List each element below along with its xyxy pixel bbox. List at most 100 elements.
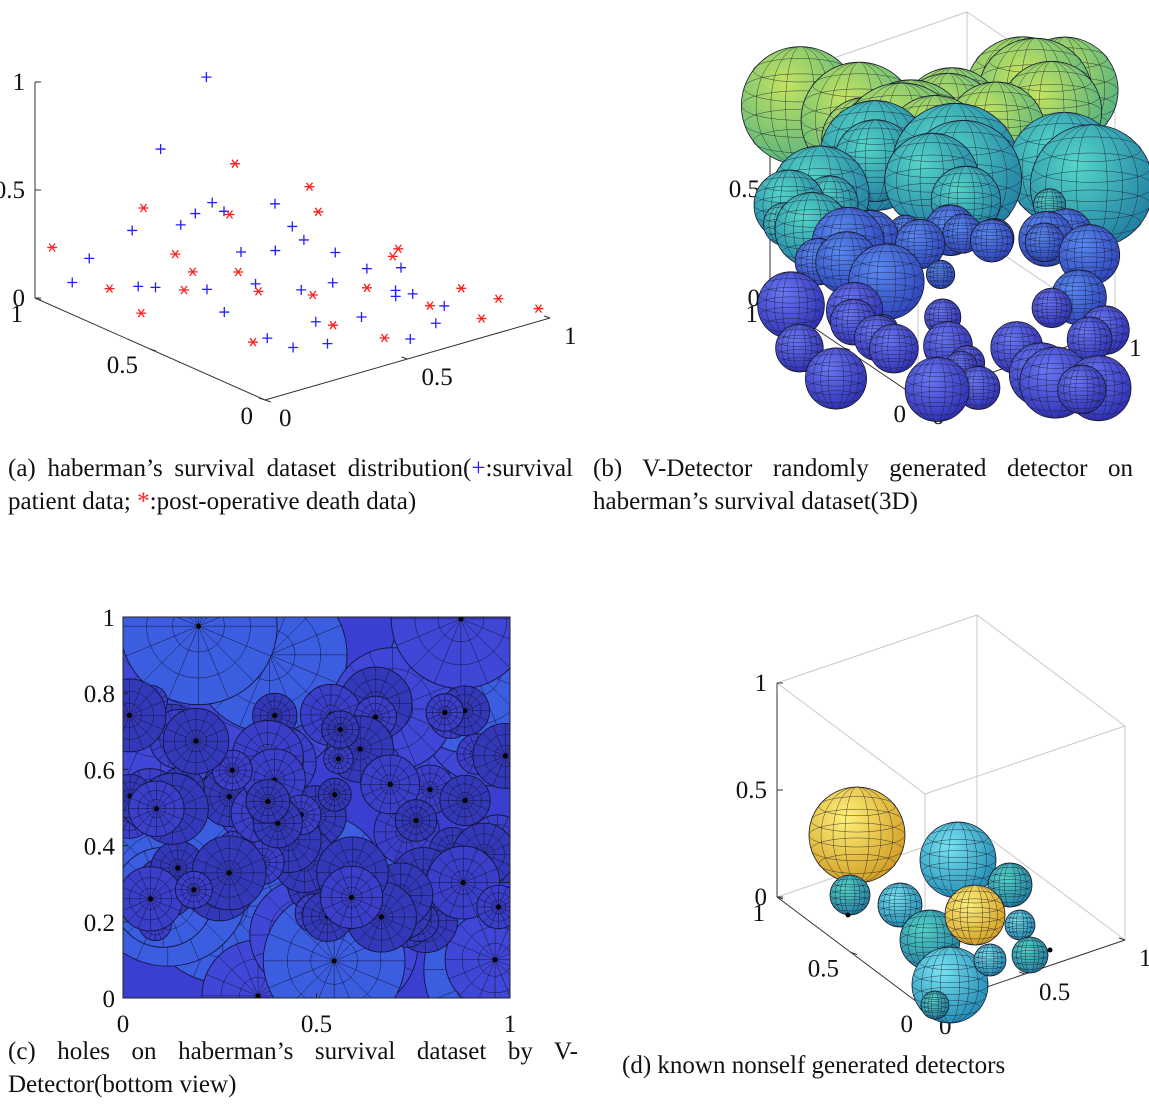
data-point bbox=[310, 316, 321, 327]
disc-spoke bbox=[478, 959, 496, 998]
disc-spoke bbox=[252, 801, 269, 817]
disc-spoke bbox=[130, 808, 157, 820]
disc-spoke bbox=[195, 741, 209, 772]
sphere-mesh bbox=[1062, 398, 1102, 410]
disc-spoke bbox=[183, 741, 197, 772]
disc-spoke bbox=[252, 757, 275, 781]
disc-spoke bbox=[309, 916, 328, 935]
disc-spoke bbox=[355, 708, 376, 718]
x-tick-label: 0 bbox=[117, 1011, 130, 1038]
disc-spoke bbox=[369, 763, 391, 785]
data-point bbox=[138, 203, 149, 213]
sphere-mesh bbox=[971, 241, 1013, 253]
disc-spoke bbox=[415, 801, 425, 821]
caption-a: (a) haberman’s survival dataset distribu… bbox=[8, 452, 573, 518]
sphere-mesh bbox=[874, 358, 914, 369]
disc-spoke bbox=[340, 716, 354, 730]
y-tick-label: 0 bbox=[103, 986, 116, 1013]
disc-spoke bbox=[330, 686, 343, 715]
disc-spoke bbox=[471, 825, 485, 855]
detector-sphere bbox=[944, 884, 1006, 946]
y-tick bbox=[850, 952, 858, 955]
disc-spoke bbox=[195, 710, 209, 742]
data-point bbox=[430, 318, 441, 329]
sphere-mesh bbox=[1012, 955, 1048, 965]
sphere-mesh bbox=[1029, 222, 1060, 262]
detector-sphere bbox=[987, 862, 1033, 908]
disc-spoke bbox=[318, 686, 332, 715]
sphere-mesh bbox=[1063, 364, 1101, 414]
data-point bbox=[202, 284, 212, 295]
disc-spoke bbox=[195, 717, 220, 742]
sphere-mesh bbox=[991, 333, 1042, 347]
sphere-mesh bbox=[1036, 287, 1067, 328]
sphere-mesh bbox=[811, 390, 861, 404]
disc-spoke bbox=[252, 995, 259, 998]
disc-spoke bbox=[183, 710, 197, 742]
data-point bbox=[361, 263, 372, 274]
y-tick-label: 0.5 bbox=[107, 352, 138, 379]
y-tick bbox=[149, 348, 157, 352]
x-tick-label: 1 bbox=[1129, 335, 1142, 362]
disc-spoke bbox=[455, 800, 466, 824]
disc-spoke bbox=[329, 897, 352, 920]
disc-spoke bbox=[266, 694, 276, 716]
disc-spoke bbox=[334, 782, 347, 795]
sphere-mesh bbox=[758, 307, 824, 324]
disc-spoke bbox=[274, 757, 297, 781]
disc-spoke bbox=[427, 712, 445, 720]
data-point bbox=[236, 247, 246, 257]
disc-spoke bbox=[464, 800, 475, 824]
detector-disc bbox=[321, 710, 360, 749]
disc-center bbox=[226, 794, 232, 800]
sphere-mesh bbox=[1015, 961, 1045, 970]
x-tick bbox=[401, 356, 408, 360]
sphere-mesh bbox=[995, 326, 1038, 338]
disc-spoke bbox=[407, 820, 417, 840]
disc-spoke bbox=[214, 872, 230, 908]
legend-symbol: * bbox=[137, 488, 150, 515]
disc-spoke bbox=[459, 924, 496, 960]
disc-spoke bbox=[232, 769, 251, 779]
disc-center bbox=[193, 738, 199, 744]
data-point bbox=[187, 267, 198, 277]
data-point bbox=[425, 301, 435, 311]
sphere-mesh bbox=[805, 370, 867, 387]
data-point bbox=[67, 277, 78, 288]
sphere-mesh bbox=[874, 328, 914, 340]
detector-sphere bbox=[808, 786, 906, 884]
disc-spoke bbox=[123, 887, 151, 900]
sphere-mesh bbox=[1067, 327, 1112, 339]
disc-spoke bbox=[267, 792, 289, 802]
data-point bbox=[330, 247, 341, 258]
sphere-mesh bbox=[921, 839, 995, 858]
disc-spoke bbox=[498, 901, 510, 908]
disc-spoke bbox=[505, 755, 510, 761]
disc-spoke bbox=[351, 897, 364, 927]
sphere-mesh bbox=[855, 251, 917, 267]
detector-sphere bbox=[805, 347, 867, 410]
detector-disc bbox=[123, 678, 167, 753]
disc-spoke bbox=[127, 898, 151, 922]
data-point bbox=[456, 283, 467, 293]
disc-spoke bbox=[225, 1000, 280, 1023]
disc-spoke bbox=[415, 820, 436, 829]
disc-spoke bbox=[267, 801, 289, 810]
disc-center bbox=[337, 727, 343, 733]
detector-surface bbox=[808, 786, 1053, 1024]
disc-spoke bbox=[175, 617, 199, 627]
disc-spoke bbox=[145, 783, 157, 809]
sphere-mesh bbox=[758, 286, 824, 304]
sphere-mesh bbox=[904, 381, 970, 398]
sphere-mesh bbox=[808, 822, 906, 848]
sphere-mesh bbox=[848, 272, 925, 292]
disc-spoke bbox=[381, 916, 396, 950]
z-tick-label: 0.5 bbox=[736, 777, 767, 804]
sphere-mesh bbox=[993, 862, 1027, 908]
data-point bbox=[248, 337, 258, 347]
disc-spoke bbox=[194, 617, 199, 627]
disc-spoke bbox=[434, 618, 462, 684]
x-tick-label: 0 bbox=[279, 405, 292, 432]
disc-spoke bbox=[498, 906, 508, 928]
disc-spoke bbox=[201, 784, 230, 797]
